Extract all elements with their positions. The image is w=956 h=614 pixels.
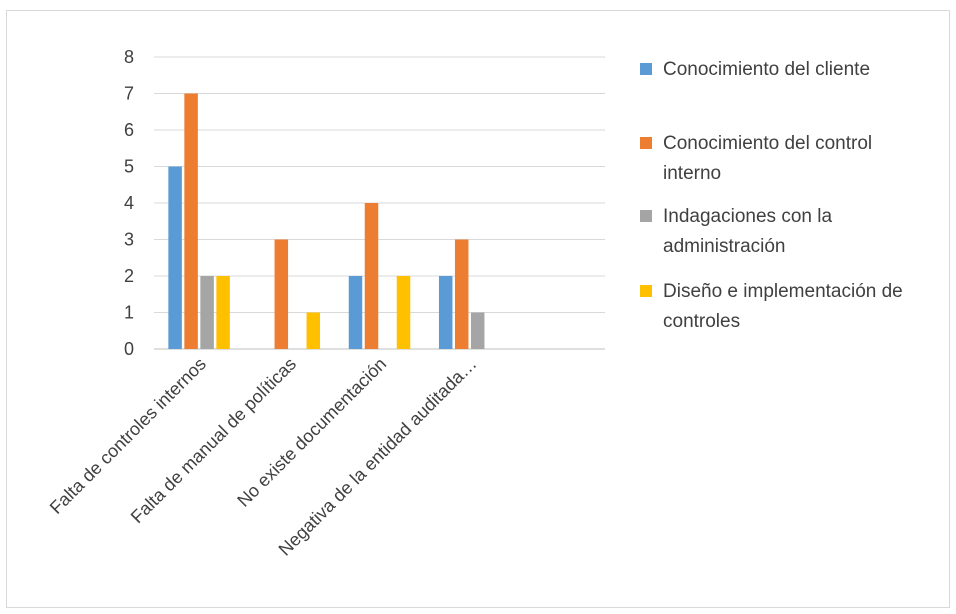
bar (454, 239, 469, 349)
y-tick-label: 3 (124, 230, 134, 250)
chart-frame (6, 10, 950, 608)
legend-swatch (640, 63, 652, 75)
legend-label: administración (663, 236, 786, 257)
x-category-label: Falta de controles internos (46, 354, 210, 518)
legend-label: controles (663, 311, 740, 332)
bar (216, 276, 230, 349)
y-tick-label: 5 (124, 157, 134, 177)
bar (438, 276, 453, 349)
x-category-label: Negativa de la entidad auditada… (275, 354, 481, 560)
bar (470, 312, 485, 349)
bar (168, 166, 182, 349)
x-category-label: Falta de manual de políticas (127, 354, 300, 527)
bar (348, 276, 363, 349)
x-category-label: No existe documentación (233, 354, 390, 511)
legend-label: Indagaciones con la (663, 206, 832, 227)
bar (200, 276, 214, 349)
bar (274, 239, 289, 349)
bar (364, 203, 379, 349)
y-tick-label: 0 (124, 339, 134, 359)
legend-swatch (640, 285, 652, 297)
legend-swatch (640, 210, 652, 222)
y-tick-label: 2 (124, 266, 134, 286)
legend-label: Diseño e implementación de (663, 281, 903, 302)
legend-swatch (640, 137, 652, 149)
legend-label: Conocimiento del cliente (663, 59, 870, 80)
y-tick-label: 8 (124, 47, 134, 67)
legend-label: interno (663, 163, 721, 184)
y-tick-label: 4 (124, 193, 134, 213)
legend-label: Conocimiento del control (663, 133, 872, 154)
bar (306, 312, 321, 349)
y-tick-label: 1 (124, 303, 134, 323)
bar (396, 276, 411, 349)
y-tick-label: 7 (124, 84, 134, 104)
bar (184, 93, 198, 349)
y-tick-label: 6 (124, 120, 134, 140)
